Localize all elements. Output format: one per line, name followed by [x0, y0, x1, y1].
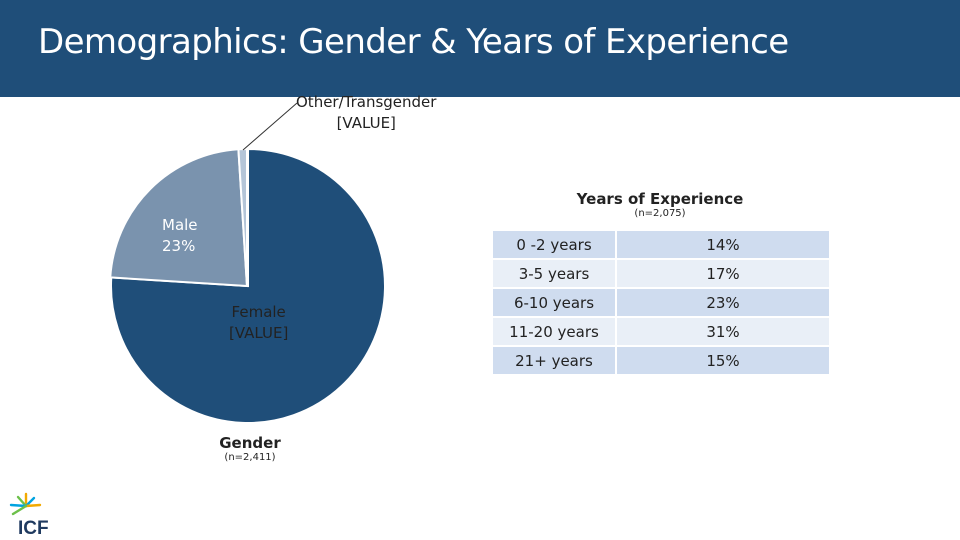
experience-percent-cell: 17%: [617, 260, 829, 289]
table-row: 6-10 years 23%: [493, 289, 829, 318]
pie-label-female-name: Female: [231, 303, 286, 321]
gender-chart-n: (n=2,411): [224, 452, 276, 463]
pie-label-male-value: 23%: [162, 237, 196, 255]
other-leader-line: [242, 102, 298, 151]
page-title: Demographics: Gender & Years of Experien…: [38, 22, 789, 62]
experience-percent-cell: 23%: [617, 289, 829, 318]
pie-slice-female: [110, 147, 386, 424]
pie-label-male-name: Male: [162, 216, 198, 234]
icf-starburst-icon: [9, 492, 42, 516]
pie-label-female-value: [VALUE]: [229, 324, 289, 342]
experience-percent-cell: 31%: [617, 318, 829, 347]
pie-slice-other-transgender: [237, 147, 248, 287]
icf-logo-text: ICF: [18, 518, 49, 536]
pie-label-other: Other/Transgender [VALUE]: [296, 92, 436, 134]
table-row: 3-5 years 17%: [493, 260, 829, 289]
title-bar: Demographics: Gender & Years of Experien…: [0, 0, 960, 97]
experience-caption: Years of Experience (n=2,075): [560, 190, 760, 219]
pie-label-other-value: [VALUE]: [336, 114, 396, 132]
experience-percent-cell: 14%: [617, 231, 829, 260]
gender-caption: Gender (n=2,411): [190, 434, 310, 463]
experience-range-cell: 3-5 years: [493, 260, 617, 289]
experience-range-cell: 6-10 years: [493, 289, 617, 318]
experience-table-n: (n=2,075): [634, 208, 686, 219]
experience-range-cell: 21+ years: [493, 347, 617, 376]
experience-table-title: Years of Experience: [576, 190, 744, 208]
table-row: 11-20 years 31%: [493, 318, 829, 347]
pie-label-other-name: Other/Transgender: [296, 93, 437, 111]
icf-logo: ICF: [9, 492, 49, 536]
pie-label-male: Male 23%: [162, 215, 198, 257]
experience-percent-cell: 15%: [617, 347, 829, 376]
experience-range-cell: 11-20 years: [493, 318, 617, 347]
experience-table: 0 -2 years 14% 3-5 years 17% 6-10 years …: [493, 231, 829, 376]
pie-label-female: Female [VALUE]: [229, 302, 288, 344]
pie-slice-male: [109, 148, 249, 288]
gender-chart-title: Gender: [219, 434, 281, 452]
experience-range-cell: 0 -2 years: [493, 231, 617, 260]
table-row: 0 -2 years 14%: [493, 231, 829, 260]
table-row: 21+ years 15%: [493, 347, 829, 376]
